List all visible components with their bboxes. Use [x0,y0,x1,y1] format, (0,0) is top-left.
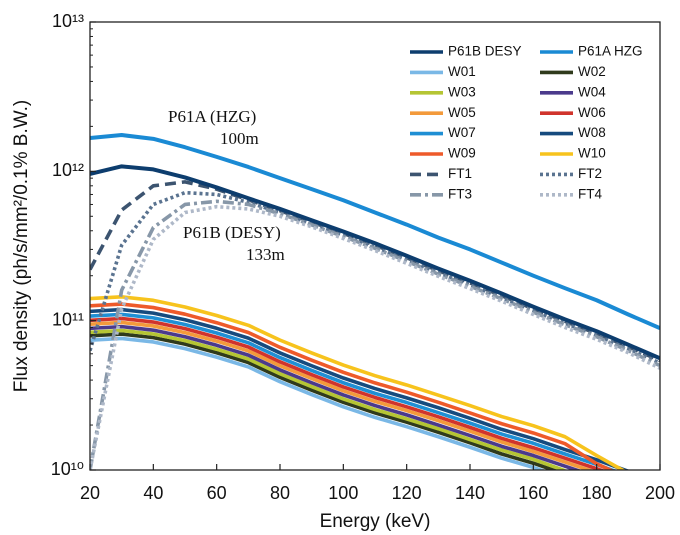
legend-label: FT4 [578,186,602,201]
legend-label: P61A HZG [578,44,643,59]
series-line [90,307,629,470]
legend: P61B DESY P61A HZG W01 W02 W03 W04 W05 W06 W07 W0… [410,44,643,201]
series-line [90,302,615,470]
x-tick-label: 60 [207,483,227,503]
plot-frame [89,21,661,471]
legend-label: W01 [448,64,476,79]
y-tick-label: 10¹¹ [52,309,84,329]
legend-label: W10 [578,146,606,161]
annotation: 100m [220,129,259,148]
series-line [90,312,617,470]
x-tick-label: 80 [270,483,290,503]
y-tick-label: 10¹² [52,160,84,180]
legend-label: W08 [578,125,606,140]
series-line [90,199,660,470]
y-tick-label: 10¹³ [52,11,84,31]
legend-label: W03 [448,84,476,99]
series-line [90,164,660,361]
series-line [90,328,566,470]
series-line [90,332,559,470]
legend-label: W07 [448,125,476,140]
legend-label: FT2 [578,166,602,181]
y-axis-title: Flux density (ph/s/mm²/0.1% B.W.) [11,100,32,392]
x-tick-label: 140 [455,483,485,503]
legend-label: P61B DESY [448,44,522,59]
series-line [90,320,595,470]
annotation: P61A (HZG) [168,107,256,126]
plot-lines [90,133,660,470]
legend-label: W09 [448,146,476,161]
series-line [90,336,547,470]
legend-label: FT1 [448,166,472,181]
x-tick-label: 200 [645,483,675,503]
x-tick-label: 20 [80,483,100,503]
y-tick-label: 10¹⁰ [51,459,84,479]
legend-label: W05 [448,105,476,120]
legend-label: W04 [578,84,606,99]
legend-label: W06 [578,105,606,120]
annotation: 133m [246,245,285,264]
series-line [90,204,660,470]
legend-label: W02 [578,64,606,79]
series-line [90,324,582,470]
x-tick-label: 160 [518,483,548,503]
series-line [90,295,627,470]
x-tick-label: 40 [143,483,163,503]
x-axis-title: Energy (keV) [320,511,431,532]
x-tick-label: 180 [582,483,612,503]
x-tick-label: 120 [392,483,422,503]
legend-label: FT3 [448,186,472,201]
series-line [90,133,660,331]
x-tick-label: 100 [328,483,358,503]
annotation: P61B (DESY) [183,223,281,242]
series-line [90,316,606,470]
